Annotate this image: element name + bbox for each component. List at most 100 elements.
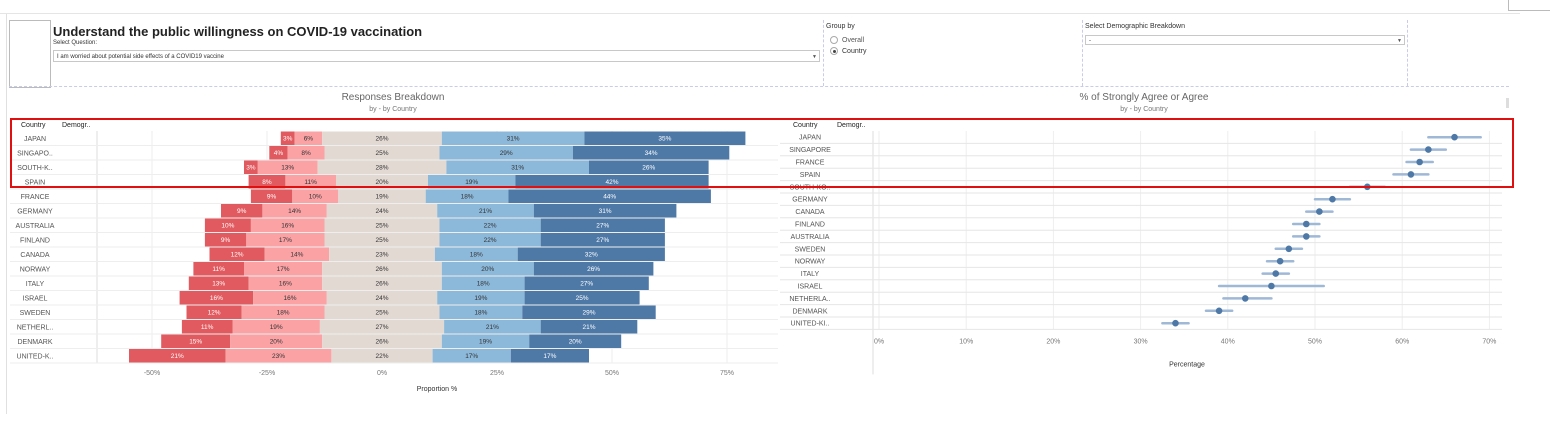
bar-segment (322, 334, 442, 348)
bar-segment (437, 291, 525, 305)
bar-segment (294, 131, 323, 145)
bar-label: 42% (605, 179, 618, 186)
bar-segment (324, 305, 440, 319)
bar-label: 12% (208, 310, 221, 317)
country-label: SWEDEN (20, 310, 51, 317)
country-label: NORWAY (20, 267, 51, 274)
bar-label: 20% (569, 339, 582, 346)
country-label: ISRAEL (798, 284, 823, 291)
bar-label: 13% (212, 281, 225, 288)
left-col-demographic[interactable]: Demogr.. (62, 122, 91, 129)
bar-segment (533, 262, 654, 276)
bar-segment (584, 131, 746, 145)
radio-overall[interactable]: Overall (830, 36, 864, 44)
radio-country-label: Country (842, 47, 867, 55)
data-point (1285, 245, 1293, 253)
country-label: ITALY (801, 271, 820, 278)
bar-label: 20% (375, 179, 388, 186)
bar-label: 11% (212, 266, 225, 273)
question-select-value: I am worried about potential side effect… (57, 54, 224, 60)
bar-segment (204, 233, 247, 247)
bar-label: 8% (262, 179, 272, 186)
bar-label: 27% (375, 324, 388, 331)
bar-label: 25% (375, 150, 388, 157)
bar-segment (508, 189, 711, 203)
bar-segment (324, 218, 440, 232)
bar-label: 26% (375, 136, 388, 143)
right-col-country[interactable]: Country (793, 122, 818, 129)
bar-label: 3% (283, 136, 293, 143)
data-point (1302, 233, 1310, 240)
radio-selected-icon[interactable] (830, 47, 838, 55)
question-select[interactable]: I am worried about potential side effect… (53, 50, 820, 62)
bar-label: 31% (511, 165, 524, 172)
country-label: NORWAY (795, 259, 826, 266)
bar-label: 25% (375, 310, 388, 317)
data-point (1329, 195, 1336, 203)
bar-label: 21% (582, 324, 595, 331)
country-label: UNITED-K.. (17, 354, 54, 361)
bar-segment (241, 305, 325, 319)
bar-segment (326, 204, 438, 218)
bar-label: 24% (375, 295, 388, 302)
bar-label: 19% (375, 194, 388, 201)
bar-segment (248, 276, 323, 290)
bar-segment (331, 349, 433, 363)
bar-label: 44% (603, 194, 616, 201)
bar-label: 26% (587, 266, 600, 273)
x-tick-label: 30% (1134, 338, 1148, 345)
bar-label: 18% (477, 281, 490, 288)
demographic-select[interactable]: - ▼ (1085, 35, 1405, 45)
country-label: CANADA (795, 209, 825, 216)
country-label: GERMANY (17, 209, 53, 216)
bar-segment (540, 233, 665, 247)
data-point (1407, 171, 1415, 178)
bar-segment (338, 189, 426, 203)
bar-label: 17% (279, 237, 292, 244)
bar-label: 27% (580, 281, 593, 288)
group-by-panel (823, 20, 1083, 86)
bar-segment (517, 247, 665, 261)
bar-label: 35% (658, 136, 671, 143)
x-tick-label: 20% (1046, 338, 1060, 345)
bar-segment (572, 146, 730, 160)
bar-segment (524, 291, 640, 305)
bar-label: 21% (486, 324, 499, 331)
bar-segment (437, 204, 534, 218)
bar-label: 18% (277, 310, 290, 317)
bar-segment (264, 247, 330, 261)
header-divider (9, 86, 1509, 87)
bar-segment (441, 334, 530, 348)
bar-label: 9% (221, 237, 231, 244)
question-label: Select Question: (53, 40, 98, 46)
bar-label: 23% (272, 353, 285, 360)
bar-segment (225, 349, 332, 363)
bar-segment (161, 334, 231, 348)
country-label: SWEDEN (795, 246, 826, 253)
bar-label: 27% (596, 223, 609, 230)
data-point (1425, 146, 1432, 153)
country-label: SOUTH-K.. (17, 165, 52, 172)
x-tick-label: 40% (1221, 338, 1235, 345)
scrollbar[interactable] (1506, 98, 1509, 108)
data-point (1276, 257, 1284, 265)
bar-segment (221, 204, 263, 218)
right-col-demographic[interactable]: Demogr.. (837, 122, 866, 129)
x-tick-label: 75% (720, 370, 734, 377)
radio-icon[interactable] (830, 36, 838, 44)
bar-segment (129, 349, 226, 363)
bar-label: 23% (375, 252, 388, 259)
left-col-country[interactable]: Country (21, 122, 46, 129)
country-label: FRANCE (796, 160, 825, 167)
bar-segment (322, 276, 442, 290)
chevron-down-icon[interactable]: ▼ (812, 54, 817, 60)
x-tick-label: 0% (377, 370, 387, 377)
bar-label: 18% (474, 310, 487, 317)
bar-segment (329, 247, 435, 261)
bar-segment (280, 131, 295, 145)
country-label: GERMANY (792, 197, 828, 204)
radio-country[interactable]: Country (830, 47, 867, 55)
chevron-down-icon[interactable]: ▼ (1397, 38, 1402, 44)
bar-label: 9% (267, 194, 277, 201)
responses-breakdown-chart: -50% -25% 0% 25% 50% 75% Proportion % JAPAN 3% 6%… (10, 131, 778, 393)
